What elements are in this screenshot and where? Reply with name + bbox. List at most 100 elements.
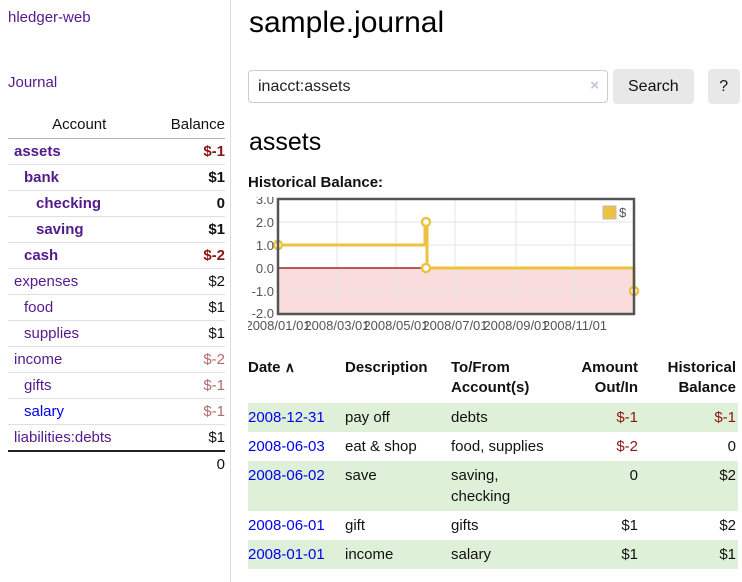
- svg-text:2008/07/01: 2008/07/01: [422, 318, 487, 333]
- account-balance: $1: [150, 320, 225, 347]
- account-balance: $-2: [150, 242, 225, 269]
- account-row-saving: saving $1: [8, 216, 225, 243]
- transaction-description: save: [345, 466, 377, 484]
- account-balance: $-1: [203, 143, 225, 160]
- transaction-date-link[interactable]: 2008-01-01: [248, 545, 325, 563]
- account-link-cash[interactable]: cash: [24, 247, 59, 264]
- chart-title: Historical Balance:: [248, 174, 384, 191]
- account-balance: $-1: [150, 372, 225, 399]
- svg-text:2008/11/01: 2008/11/01: [543, 318, 607, 333]
- account-row-checking: checking 0: [8, 190, 225, 217]
- transaction-date-link[interactable]: 2008-06-03: [248, 437, 325, 455]
- account-link-food[interactable]: food: [24, 299, 54, 316]
- accounts-table: Account Balance assets $-1 bank $1 check…: [8, 112, 225, 477]
- accounts-header-row: Account Balance: [8, 112, 225, 139]
- register-header-row: Date ∧ Description To/From Account(s) Am…: [248, 355, 738, 403]
- register-row: 2008-06-03 eat & shop food, supplies $-2…: [248, 432, 738, 461]
- svg-text:2008/01/01: 2008/01/01: [248, 318, 311, 333]
- account-balance: $1: [150, 216, 225, 243]
- transaction-balance: $-1: [714, 408, 736, 426]
- account-link-liabilities-debts[interactable]: liabilities:debts: [14, 429, 112, 446]
- accounts-total-row: 0: [8, 450, 225, 477]
- search-button[interactable]: Search: [613, 69, 694, 104]
- sidebar: hledger-web Journal Account Balance asse…: [0, 0, 231, 582]
- account-row-assets: assets $-1: [8, 139, 225, 165]
- svg-text:-1.0: -1.0: [252, 284, 274, 299]
- chart-legend: $: [602, 205, 627, 220]
- register-row: 2008-12-31 pay off debts $-1 $-1: [248, 402, 738, 432]
- app-title-link[interactable]: hledger-web: [8, 9, 91, 26]
- account-link-bank[interactable]: bank: [24, 169, 60, 186]
- transaction-description: gift: [345, 516, 366, 534]
- search-input[interactable]: [248, 70, 608, 103]
- register-header-accounts: To/From Account(s): [451, 359, 530, 397]
- register-row: 2008-06-02 save saving, checking 0 $2: [248, 460, 738, 511]
- sort-ascending-icon: ∧: [284, 359, 295, 375]
- account-balance: $1: [150, 294, 225, 321]
- transaction-balance: $2: [719, 466, 736, 484]
- transaction-amount: 0: [629, 466, 638, 484]
- account-section-title: assets: [249, 128, 322, 156]
- account-row-expenses: expenses $2: [8, 268, 225, 295]
- transaction-balance: 0: [727, 437, 736, 455]
- account-link-checking[interactable]: checking: [36, 195, 102, 212]
- svg-text:2008/09/01: 2008/09/01: [483, 318, 548, 333]
- chart-border: [276, 197, 636, 316]
- account-link-assets[interactable]: assets: [14, 143, 61, 160]
- account-balance: 0: [150, 190, 225, 217]
- account-row-food: food $1: [8, 294, 225, 321]
- register-row: 2008-06-01 gift gifts $1 $2: [248, 511, 738, 540]
- register-header-balance: Historical Balance: [667, 359, 736, 397]
- search-form: × Search ?: [248, 69, 740, 104]
- accounts-total-value: 0: [150, 450, 225, 477]
- svg-text:2008/05/01: 2008/05/01: [363, 318, 428, 333]
- legend-swatch-icon: [602, 205, 617, 220]
- transaction-amount: $1: [621, 545, 638, 563]
- transaction-accounts: gifts: [451, 516, 479, 534]
- account-row-cash: cash $-2: [8, 242, 225, 269]
- account-link-income[interactable]: income: [14, 351, 63, 368]
- svg-text:2.0: 2.0: [256, 215, 274, 230]
- accounts-header-balance: Balance: [150, 112, 225, 139]
- account-link-gifts[interactable]: gifts: [24, 377, 52, 394]
- account-link-expenses[interactable]: expenses: [14, 273, 79, 290]
- transaction-amount: $-2: [616, 437, 638, 455]
- transaction-accounts: salary: [451, 545, 492, 563]
- account-link-supplies[interactable]: supplies: [24, 325, 80, 342]
- register-row: 2008-01-01 income salary $1 $1: [248, 539, 738, 569]
- transaction-date-link[interactable]: 2008-06-01: [248, 516, 325, 534]
- account-balance: $1: [150, 424, 225, 451]
- chart-x-axis-labels: 2008/01/01 2008/03/01 2008/05/01 2008/07…: [245, 318, 607, 333]
- accounts-header-account: Account: [8, 112, 151, 139]
- account-row-liabilities-debts: liabilities:debts $1: [8, 424, 225, 451]
- transaction-date-link[interactable]: 2008-12-31: [248, 408, 325, 426]
- account-row-gifts: gifts $-1: [8, 372, 225, 399]
- chart-y-axis-labels: 3.0 2.0 1.0 0.0 -1.0 -2.0: [252, 192, 274, 321]
- account-balance: $2: [150, 268, 225, 295]
- account-row-salary: salary $-1: [8, 398, 225, 425]
- svg-text:-2.0: -2.0: [252, 306, 274, 321]
- main-content: sample.journal × Search ? assets Histori…: [245, 0, 740, 569]
- register-header-description: Description: [345, 359, 428, 376]
- legend-label: $: [619, 205, 627, 220]
- sidebar-item-journal[interactable]: Journal: [8, 74, 58, 91]
- transaction-amount: $-1: [616, 408, 638, 426]
- help-button[interactable]: ?: [707, 69, 740, 104]
- chart-canvas: $ 3.0 2.0 1.0 0.0 -1.0 -2.0 2008/01/01 2…: [245, 192, 640, 333]
- transaction-description: pay off: [345, 408, 390, 426]
- transaction-accounts: food, supplies: [451, 437, 544, 455]
- account-link-saving[interactable]: saving: [36, 221, 84, 238]
- register-header-date[interactable]: Date ∧: [248, 359, 295, 376]
- account-row-supplies: supplies $1: [8, 320, 225, 347]
- svg-text:3.0: 3.0: [256, 197, 274, 207]
- account-row-income: income $-2: [8, 346, 225, 373]
- transaction-date-link[interactable]: 2008-06-02: [248, 466, 325, 484]
- account-link-salary[interactable]: salary: [24, 403, 65, 420]
- svg-text:0.0: 0.0: [256, 261, 274, 276]
- account-balance: $-1: [150, 398, 225, 425]
- page-title: sample.journal: [249, 6, 445, 39]
- transaction-accounts: debts: [451, 408, 488, 426]
- account-row-bank: bank $1: [8, 164, 225, 191]
- svg-text:1.0: 1.0: [256, 238, 274, 253]
- clear-search-icon[interactable]: ×: [590, 77, 599, 94]
